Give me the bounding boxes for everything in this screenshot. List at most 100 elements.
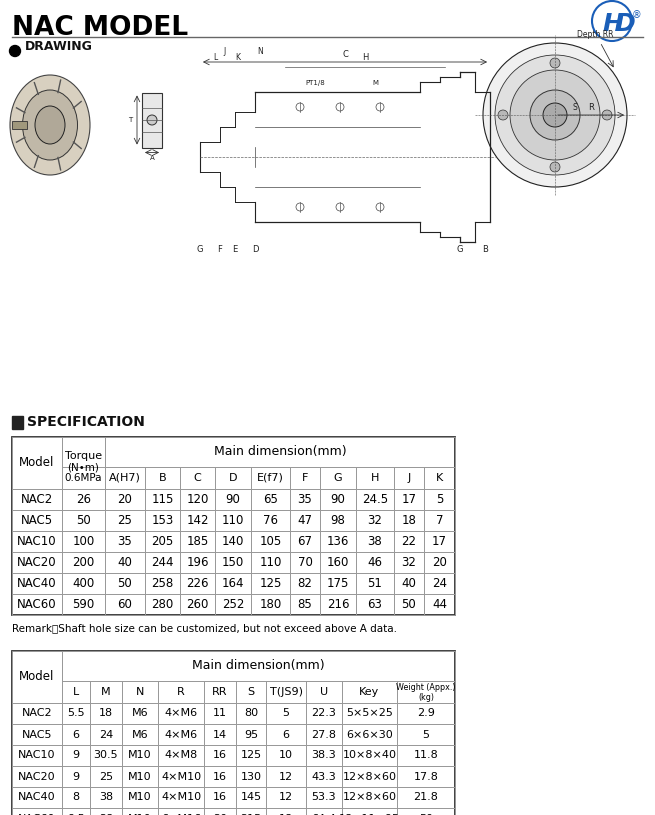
- Text: 7: 7: [436, 514, 443, 527]
- Bar: [158, 724, 204, 745]
- Text: F: F: [217, 245, 223, 254]
- Circle shape: [483, 43, 627, 187]
- Bar: [251, 531, 290, 552]
- Text: 196: 196: [186, 556, 209, 569]
- Text: 64.4: 64.4: [312, 813, 337, 815]
- Text: 11.8: 11.8: [413, 751, 438, 760]
- Bar: [158, 787, 204, 808]
- Bar: [424, 510, 455, 531]
- Bar: [180, 531, 215, 552]
- Text: 30.5: 30.5: [94, 751, 119, 760]
- Bar: [290, 594, 320, 615]
- Bar: [12, 510, 62, 531]
- Text: 5: 5: [436, 493, 443, 506]
- Bar: [122, 745, 158, 766]
- Bar: [142, 92, 162, 148]
- Bar: [145, 510, 180, 531]
- Bar: [12, 724, 62, 745]
- Text: 24.5: 24.5: [362, 493, 388, 506]
- Bar: [356, 467, 394, 489]
- Text: R: R: [177, 687, 185, 697]
- Bar: [180, 467, 215, 489]
- Text: Main dimension(mm): Main dimension(mm): [192, 659, 325, 672]
- Bar: [215, 489, 251, 510]
- Bar: [122, 808, 158, 815]
- Text: 100: 100: [72, 535, 94, 548]
- Text: 4×M6: 4×M6: [164, 729, 198, 739]
- Bar: [394, 552, 424, 573]
- Text: S: S: [248, 687, 255, 697]
- Ellipse shape: [10, 75, 90, 175]
- Text: J: J: [224, 47, 226, 56]
- Text: M6: M6: [132, 729, 148, 739]
- Text: N: N: [136, 687, 144, 697]
- Bar: [251, 467, 290, 489]
- Text: 5.5: 5.5: [67, 708, 84, 719]
- Bar: [266, 724, 306, 745]
- Text: 5: 5: [282, 708, 290, 719]
- Text: R: R: [588, 103, 594, 112]
- Text: 17: 17: [402, 493, 417, 506]
- Text: RR: RR: [212, 687, 228, 697]
- Text: 26: 26: [76, 493, 91, 506]
- Text: 32: 32: [367, 514, 383, 527]
- Text: 205: 205: [151, 535, 174, 548]
- Text: 0.6MPa: 0.6MPa: [65, 473, 102, 483]
- Bar: [105, 510, 145, 531]
- Text: 82: 82: [297, 577, 312, 590]
- Text: 258: 258: [151, 577, 174, 590]
- Bar: [424, 552, 455, 573]
- Bar: [236, 787, 266, 808]
- Bar: [394, 573, 424, 594]
- Bar: [145, 594, 180, 615]
- Text: C: C: [342, 50, 348, 59]
- Bar: [105, 552, 145, 573]
- Bar: [424, 489, 455, 510]
- Text: 44: 44: [432, 598, 447, 611]
- Bar: [215, 552, 251, 573]
- Text: NAC2: NAC2: [21, 493, 53, 506]
- Bar: [251, 489, 290, 510]
- Text: M6: M6: [132, 708, 148, 719]
- Text: NAC5: NAC5: [22, 729, 52, 739]
- Text: 164: 164: [222, 577, 244, 590]
- Bar: [306, 745, 342, 766]
- Text: 120: 120: [186, 493, 209, 506]
- Text: 16: 16: [213, 772, 227, 782]
- Text: NAC MODEL: NAC MODEL: [12, 15, 188, 41]
- Bar: [12, 808, 62, 815]
- Bar: [306, 787, 342, 808]
- Text: NAC2: NAC2: [22, 708, 52, 719]
- Text: 80: 80: [244, 708, 258, 719]
- Text: G: G: [457, 245, 463, 254]
- Text: 16: 16: [213, 792, 227, 803]
- Text: 9.5: 9.5: [67, 813, 85, 815]
- Text: 24: 24: [432, 577, 447, 590]
- Bar: [90, 745, 122, 766]
- Text: U: U: [320, 687, 328, 697]
- Bar: [90, 766, 122, 787]
- Text: G: G: [333, 473, 343, 483]
- Text: 10: 10: [279, 751, 293, 760]
- Text: 18: 18: [279, 813, 293, 815]
- Bar: [62, 808, 90, 815]
- Bar: [266, 681, 306, 703]
- Bar: [306, 703, 342, 724]
- Bar: [290, 467, 320, 489]
- Circle shape: [498, 110, 508, 120]
- Text: 17.8: 17.8: [413, 772, 438, 782]
- Text: 28: 28: [99, 813, 113, 815]
- Text: 8: 8: [73, 792, 79, 803]
- Text: G: G: [196, 245, 203, 254]
- Bar: [204, 808, 236, 815]
- Bar: [215, 510, 251, 531]
- Bar: [397, 766, 455, 787]
- Bar: [158, 681, 204, 703]
- Bar: [145, 531, 180, 552]
- Bar: [204, 724, 236, 745]
- Bar: [105, 594, 145, 615]
- Text: 150: 150: [222, 556, 244, 569]
- Text: NAC40: NAC40: [17, 577, 57, 590]
- Bar: [12, 651, 455, 815]
- Text: M10: M10: [128, 751, 152, 760]
